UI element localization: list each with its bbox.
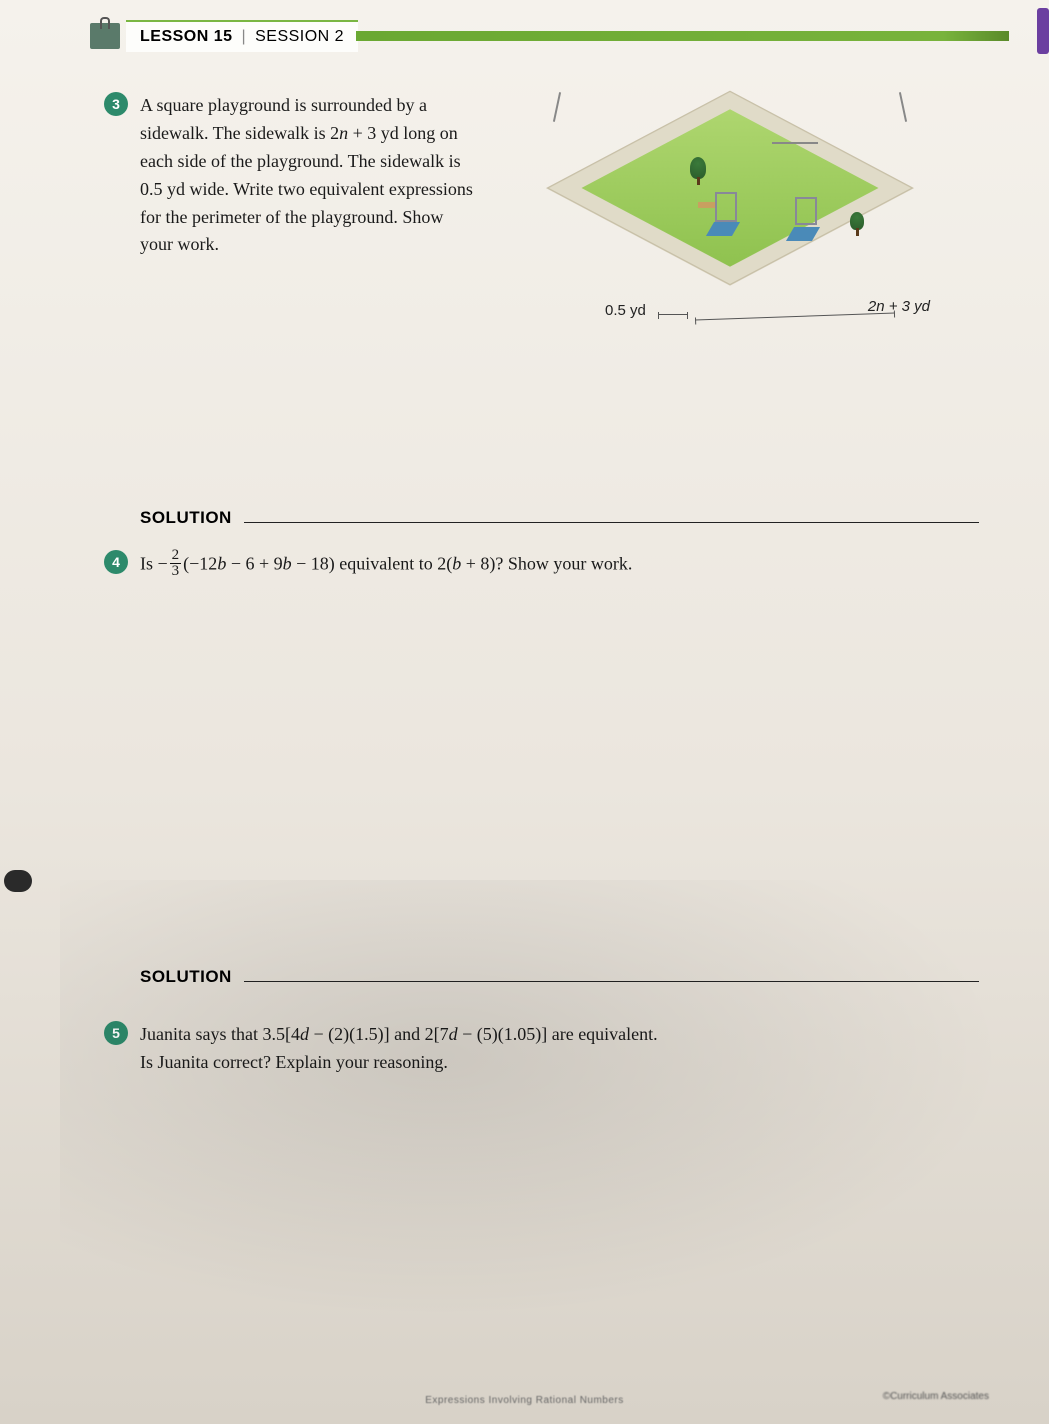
var-d: d xyxy=(300,1024,309,1044)
problem-number-badge: 3 xyxy=(104,92,128,116)
text-span: Is xyxy=(140,554,158,574)
page-edge xyxy=(1037,8,1049,54)
problem-5: 5 Juanita says that 3.5[4d − (2)(1.5)] a… xyxy=(140,1021,979,1077)
var-b: b xyxy=(283,554,292,574)
swing-icon xyxy=(550,92,600,122)
footer-center: Expressions Involving Rational Numbers xyxy=(425,1395,624,1406)
footer-right: ©Curriculum Associates xyxy=(883,1391,989,1402)
fraction: 23 xyxy=(170,548,182,579)
solution-line-3: SOLUTION xyxy=(140,508,979,528)
text-span: − (5)(1.05)] are equivalent. xyxy=(458,1024,658,1044)
problem-number-badge: 5 xyxy=(104,1021,128,1045)
swing-bar xyxy=(772,142,818,144)
numerator: 2 xyxy=(170,548,182,564)
text-span: − 18) equivalent to 2( xyxy=(292,554,453,574)
dimension-label-width: 0.5 yd xyxy=(605,302,646,319)
problem-3: 3 A square playground is surrounded by a… xyxy=(140,92,979,528)
bench-icon xyxy=(698,202,716,208)
isometric-illustration: 0.5 yd 2n + 3 yd xyxy=(550,92,910,332)
problem-4-text: Is −23(−12b − 6 + 9b − 18) equivalent to… xyxy=(140,550,979,581)
problem-4: 4 Is −23(−12b − 6 + 9b − 18) equivalent … xyxy=(140,550,979,987)
playground-figure: 0.5 yd 2n + 3 yd xyxy=(510,92,979,352)
problem-number-badge: 4 xyxy=(104,550,128,574)
play-structure-icon xyxy=(715,192,737,222)
problem-5-text: Juanita says that 3.5[4d − (2)(1.5)] and… xyxy=(140,1021,979,1077)
lesson-header: LESSON 15 | SESSION 2 xyxy=(90,20,1009,52)
lesson-number: LESSON 15 xyxy=(140,28,233,45)
text-span: − (2)(1.5)] and 2[7 xyxy=(309,1024,449,1044)
text-span: Juanita says that 3.5[4 xyxy=(140,1024,300,1044)
tree-icon xyxy=(850,212,864,230)
solution-label: SOLUTION xyxy=(140,967,232,987)
binder-hole xyxy=(4,870,32,892)
answer-blank[interactable] xyxy=(244,522,979,523)
tab-decoration xyxy=(90,23,120,49)
grass-shape xyxy=(582,109,879,266)
dimension-line xyxy=(695,313,895,321)
var-b: b xyxy=(452,554,461,574)
text-span: (−12 xyxy=(183,554,217,574)
lesson-badge: LESSON 15 | SESSION 2 xyxy=(126,20,358,52)
textbook-page: LESSON 15 | SESSION 2 3 A square playgro… xyxy=(0,0,1049,1424)
solution-label: SOLUTION xyxy=(140,508,232,528)
dimension-line xyxy=(658,314,688,315)
tree-icon xyxy=(690,157,706,179)
var-n: n xyxy=(339,123,348,143)
var-d: d xyxy=(449,1024,458,1044)
text-span: − 6 + 9 xyxy=(226,554,282,574)
divider: | xyxy=(241,28,246,45)
solution-line-4: SOLUTION xyxy=(140,967,979,987)
session-number: SESSION 2 xyxy=(255,28,344,45)
problem-3-text: A square playground is surrounded by a s… xyxy=(140,92,480,352)
answer-blank[interactable] xyxy=(244,981,979,982)
play-structure-icon xyxy=(795,197,817,225)
header-rule xyxy=(356,31,1009,41)
text-span: Is Juanita correct? Explain your reasoni… xyxy=(140,1052,448,1072)
denominator: 3 xyxy=(170,564,182,579)
text-span: + 8)? Show your work. xyxy=(461,554,632,574)
var-b: b xyxy=(217,554,226,574)
